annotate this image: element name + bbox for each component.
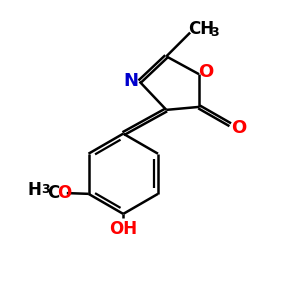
Text: O: O bbox=[198, 63, 213, 81]
Text: H: H bbox=[27, 181, 41, 199]
Text: N: N bbox=[124, 72, 139, 90]
Text: C: C bbox=[47, 184, 59, 202]
Text: 3: 3 bbox=[41, 183, 50, 196]
Text: 3: 3 bbox=[211, 26, 219, 38]
Text: O: O bbox=[57, 184, 71, 202]
Text: OH: OH bbox=[109, 220, 137, 238]
Text: CH: CH bbox=[188, 20, 214, 38]
Text: O: O bbox=[231, 119, 246, 137]
